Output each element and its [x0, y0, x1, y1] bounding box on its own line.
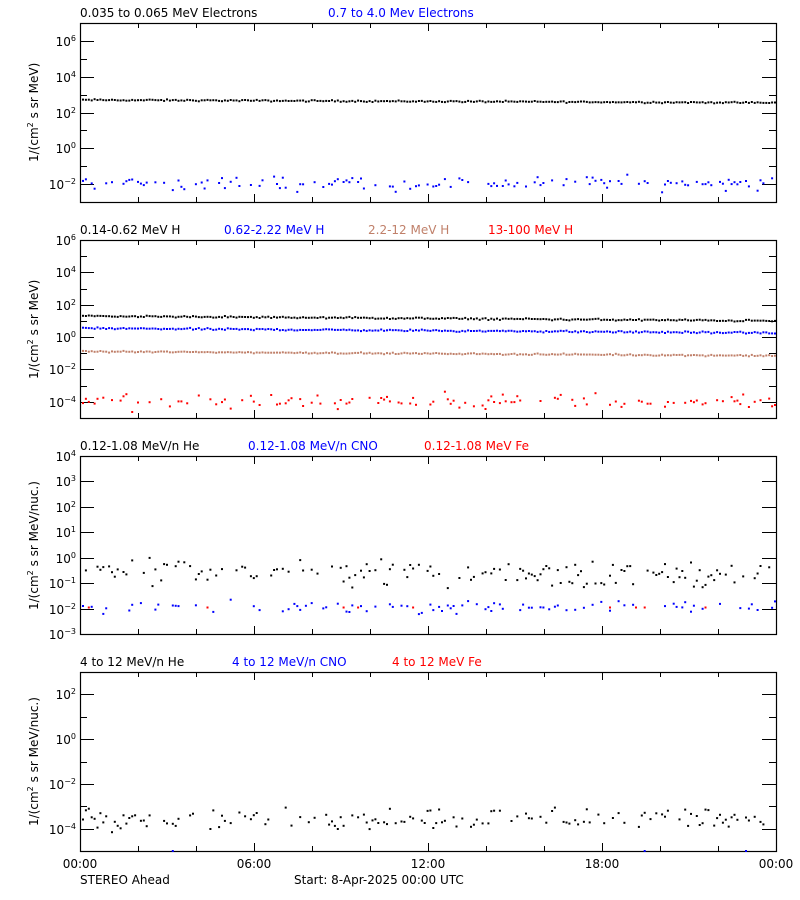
series-4-2	[171, 850, 747, 852]
y-tick-label: 106	[55, 233, 76, 249]
y-tick-label: 103	[55, 474, 76, 490]
panel-2	[79, 239, 778, 420]
y-tick-label: 100	[55, 141, 76, 157]
panel-1	[79, 22, 778, 204]
y-tick-label: 102	[55, 499, 76, 515]
y-tick-label: 104	[55, 69, 76, 85]
series-3-3	[87, 606, 707, 609]
y-tick-label: 100	[55, 732, 76, 748]
y-tick-label: 106	[55, 33, 76, 49]
series-3-1	[84, 556, 771, 590]
legend-entry: 0.12-1.08 MeV Fe	[424, 439, 529, 453]
y-tick-label: 10−4	[48, 394, 76, 410]
legend-entry: 0.12-1.08 MeV/n He	[80, 439, 200, 453]
y-tick-label: 102	[55, 297, 76, 313]
y-axis-label: 1/(cm2 s sr MeV/nuc.)	[26, 480, 41, 610]
series-2-2	[82, 326, 776, 335]
series-1-2	[82, 173, 774, 194]
legend-entry: 0.7 to 4.0 Mev Electrons	[328, 6, 474, 20]
legend-entry: 0.035 to 0.065 MeV Electrons	[80, 6, 258, 20]
y-tick-label: 104	[55, 449, 76, 465]
panel-4	[79, 671, 778, 853]
series-2-1	[82, 314, 776, 323]
y-tick-label: 104	[55, 265, 76, 281]
series-2-4	[82, 390, 776, 413]
y-tick-label: 10−2	[48, 362, 76, 378]
series-4-1	[82, 806, 765, 834]
y-tick-label: 10−2	[48, 601, 76, 617]
x-tick-label: 12:00	[410, 857, 446, 871]
spacecraft-label: STEREO Ahead	[80, 873, 170, 887]
legend-entry: 4 to 12 MeV/n CNO	[232, 655, 347, 669]
y-axis-label: 1/(cm2 s sr MeV)	[26, 279, 41, 379]
start-time-label: Start: 8-Apr-2025 00:00 UTC	[294, 873, 464, 887]
legend-entry: 4 to 12 MeV/n He	[80, 655, 185, 669]
y-tick-label: 102	[55, 105, 76, 121]
legend-entry: 0.12-1.08 MeV/n CNO	[248, 439, 378, 453]
y-tick-label: 10−4	[48, 821, 76, 837]
y-axis-label: 1/(cm2 s sr MeV/nuc.)	[26, 697, 41, 826]
legend-entry: 4 to 12 MeV Fe	[392, 655, 482, 669]
y-tick-label: 10−3	[48, 627, 76, 643]
x-tick-label: 06:00	[236, 857, 272, 871]
y-tick-label: 101	[55, 525, 76, 541]
panel-3	[79, 455, 778, 636]
x-tick-label: 00:00	[62, 857, 98, 871]
series-1-1	[82, 98, 776, 105]
y-tick-label: 102	[55, 687, 76, 703]
series-3-2	[82, 598, 776, 616]
y-tick-label: 10−2	[48, 177, 76, 193]
legend-entry: 2.2-12 MeV H	[368, 223, 450, 237]
y-axis-label: 1/(cm2 s sr MeV)	[26, 62, 41, 162]
legend-entry: 0.14-0.62 MeV H	[80, 223, 181, 237]
legend-entry: 13-100 MeV H	[488, 223, 574, 237]
x-tick-label: 18:00	[584, 857, 620, 871]
y-tick-label: 100	[55, 550, 76, 566]
y-tick-label: 10−1	[48, 576, 76, 592]
series-2-3	[82, 349, 776, 358]
x-tick-label: 00:00	[758, 857, 794, 871]
legend-entry: 0.62-2.22 MeV H	[224, 223, 325, 237]
y-tick-label: 10−2	[48, 776, 76, 792]
y-tick-label: 100	[55, 330, 76, 346]
